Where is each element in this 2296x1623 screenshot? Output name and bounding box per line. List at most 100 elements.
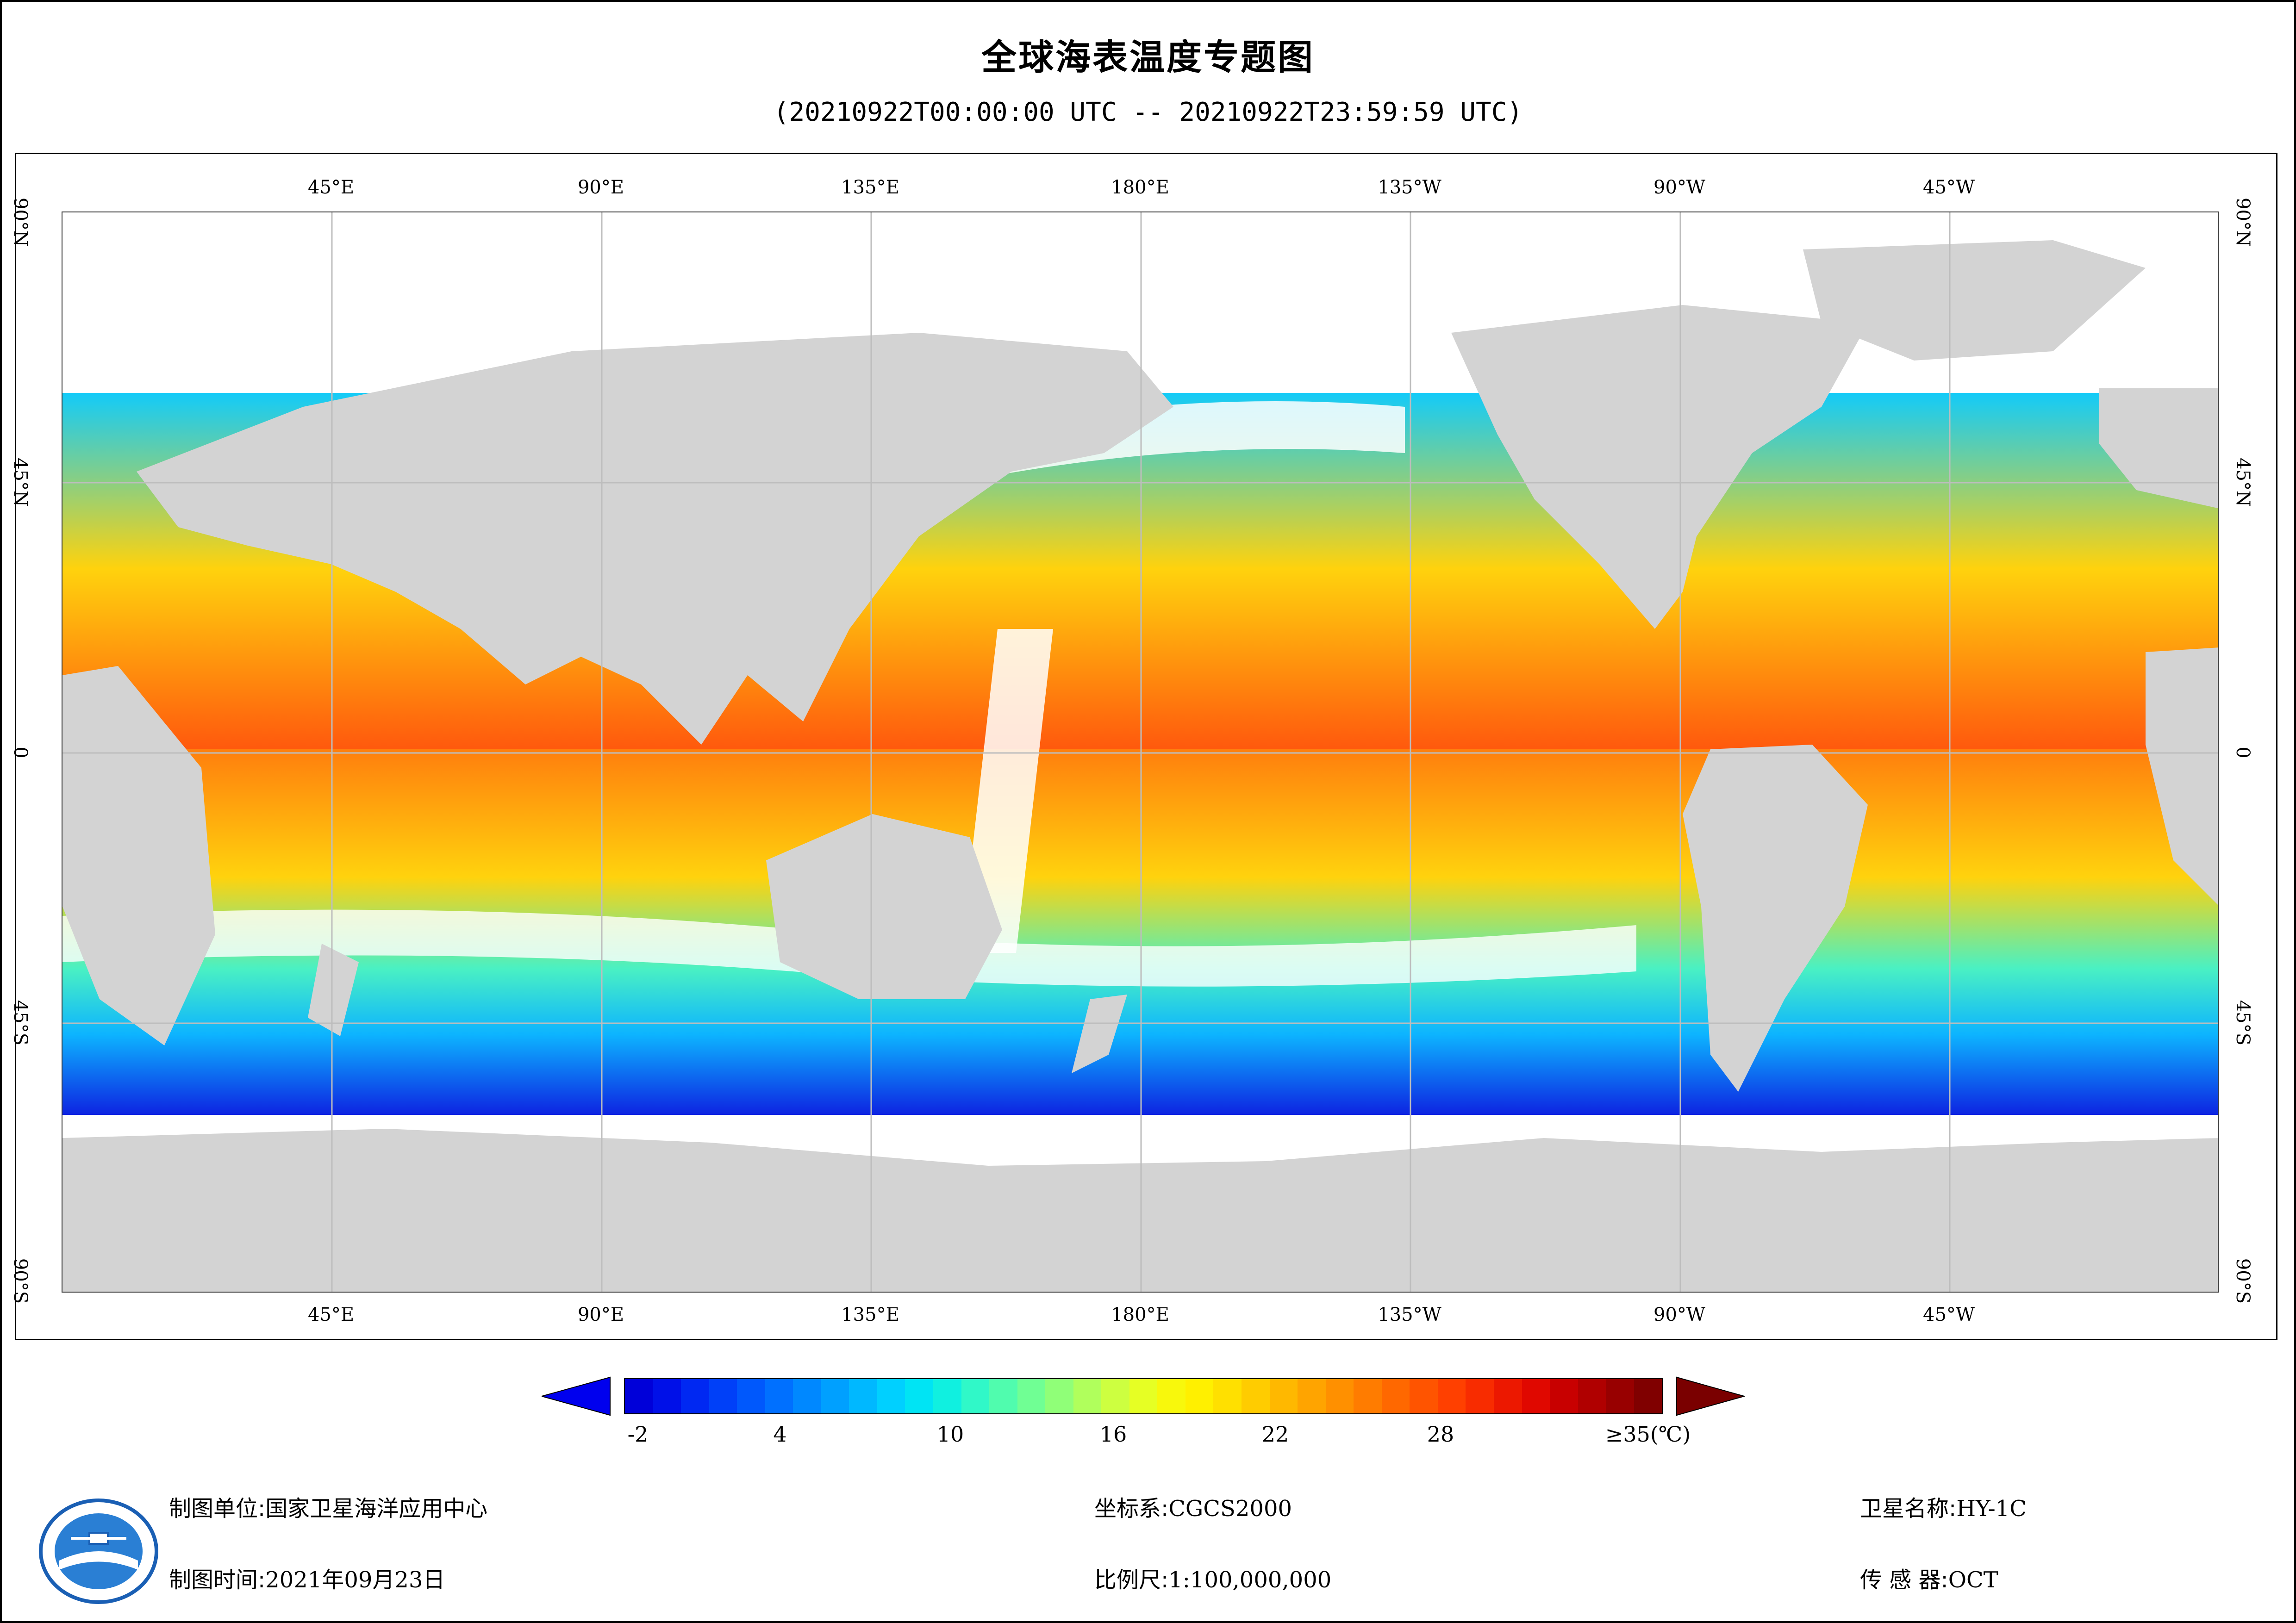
lon-label-bottom: 180°E xyxy=(1111,1304,1169,1325)
crs-field: 坐标系:CGCS2000 xyxy=(1094,1490,1292,1523)
legend-label: -2 xyxy=(627,1422,649,1447)
legend-color-step xyxy=(1185,1379,1214,1413)
lon-label-bottom: 45°E xyxy=(307,1304,355,1325)
lon-label-top: 135°E xyxy=(841,177,899,198)
legend-color-step xyxy=(1045,1379,1073,1413)
legend-color-step xyxy=(1550,1379,1578,1413)
legend-color-step xyxy=(709,1379,737,1413)
land-africa-west xyxy=(2146,647,2218,905)
land-north-america xyxy=(1451,305,1868,629)
scale-field: 比例尺:1:100,000,000 xyxy=(1094,1561,1331,1594)
legend-color-step xyxy=(933,1379,961,1413)
land-australia xyxy=(766,814,1002,999)
sensor-field: 传 感 器:OCT xyxy=(1860,1561,1998,1594)
land-africa-east xyxy=(62,666,215,1045)
legend-arrow-left xyxy=(542,1376,611,1416)
sensor-label: 传 感 器: xyxy=(1860,1567,1948,1593)
scale-value: 1:100,000,000 xyxy=(1168,1567,1332,1593)
legend-color-step xyxy=(1466,1379,1494,1413)
map-frame xyxy=(15,153,2277,1340)
land-new-zealand xyxy=(1072,995,1127,1073)
lat-label-right: 45°N xyxy=(2232,458,2253,507)
legend-color-step xyxy=(765,1379,793,1413)
satellite-field: 卫星名称:HY-1C xyxy=(1860,1490,2027,1523)
legend-color-step xyxy=(1578,1379,1606,1413)
legend-color-step xyxy=(1242,1379,1270,1413)
satellite-label: 卫星名称: xyxy=(1860,1496,1957,1522)
lat-label-right: 45°S xyxy=(2232,1000,2253,1046)
land-eurasia xyxy=(137,333,1173,745)
legend-color-step xyxy=(1157,1379,1185,1413)
legend-color-step xyxy=(1129,1379,1158,1413)
legend-colorbar xyxy=(624,1378,1663,1414)
land-europe-west xyxy=(2099,388,2218,509)
legend-color-step xyxy=(1493,1379,1522,1413)
lat-label-left: 90°S xyxy=(10,1258,31,1304)
legend-color-step xyxy=(877,1379,905,1413)
legend-color-step xyxy=(1269,1379,1298,1413)
legend-color-step xyxy=(961,1379,990,1413)
land-south-america xyxy=(1683,745,1868,1092)
lat-label-right: 90°N xyxy=(2232,198,2253,247)
legend-color-step xyxy=(989,1379,1017,1413)
legend-color-step xyxy=(1606,1379,1634,1413)
time-label: 制图时间: xyxy=(169,1567,266,1593)
legend-color-step xyxy=(1381,1379,1410,1413)
lat-label-left: 0 xyxy=(10,746,31,759)
legend-color-step xyxy=(821,1379,849,1413)
lat-label-left: 90°N xyxy=(10,198,31,247)
lon-label-bottom: 90°W xyxy=(1653,1304,1706,1325)
org-value: 国家卫星海洋应用中心 xyxy=(265,1496,488,1522)
land-greenland xyxy=(1803,240,2146,361)
legend-color-step xyxy=(1101,1379,1129,1413)
swath-gap xyxy=(961,629,1053,953)
legend-color-step xyxy=(1017,1379,1046,1413)
crs-label: 坐标系: xyxy=(1094,1496,1169,1522)
legend-label: ≥35(℃) xyxy=(1605,1422,1691,1447)
legend-label: 4 xyxy=(773,1422,787,1447)
org-label: 制图单位: xyxy=(169,1496,266,1522)
sst-map[interactable] xyxy=(62,211,2219,1293)
crs-value: CGCS2000 xyxy=(1168,1496,1292,1522)
org-field: 制图单位:国家卫星海洋应用中心 xyxy=(169,1490,487,1523)
legend-label: 16 xyxy=(1099,1422,1127,1447)
lon-label-bottom: 45°W xyxy=(1922,1304,1975,1325)
legend-color-step xyxy=(1213,1379,1242,1413)
legend-color-step xyxy=(681,1379,709,1413)
color-legend: -2 4 10 16 22 28 ≥35(℃) xyxy=(0,1370,2296,1462)
legend-color-step xyxy=(793,1379,821,1413)
lon-label-bottom: 135°W xyxy=(1378,1304,1441,1325)
land-madagascar xyxy=(308,944,359,1036)
legend-color-step xyxy=(653,1379,681,1413)
legend-color-step xyxy=(1298,1379,1326,1413)
legend-color-step xyxy=(1522,1379,1550,1413)
legend-color-step xyxy=(625,1379,653,1413)
time-value: 2021年09月23日 xyxy=(265,1567,445,1593)
lon-label-top: 135°W xyxy=(1378,177,1441,198)
legend-label: 10 xyxy=(936,1422,964,1447)
legend-color-step xyxy=(1325,1379,1354,1413)
lon-label-top: 90°W xyxy=(1653,177,1706,198)
nsoas-logo-icon xyxy=(39,1499,158,1604)
lon-label-top: 180°E xyxy=(1111,177,1169,198)
lon-label-top: 45°E xyxy=(307,177,355,198)
legend-color-step xyxy=(905,1379,934,1413)
sst-map-canvas xyxy=(62,212,2218,1292)
legend-color-step xyxy=(1634,1379,1662,1413)
time-range: (20210922T00:00:00 UTC -- 20210922T23:59… xyxy=(773,97,1523,127)
graticule xyxy=(62,212,2218,1292)
legend-color-step xyxy=(737,1379,765,1413)
lat-label-left: 45°N xyxy=(10,458,31,507)
legend-arrow-right xyxy=(1676,1376,1745,1416)
cloud-gap-north-pacific xyxy=(757,401,1405,536)
lon-label-bottom: 90°E xyxy=(577,1304,624,1325)
legend-label: 22 xyxy=(1261,1422,1289,1447)
lat-label-left: 45°S xyxy=(10,1000,31,1046)
legend-color-step xyxy=(1073,1379,1102,1413)
scale-label: 比例尺: xyxy=(1094,1567,1169,1593)
legend-color-step xyxy=(1437,1379,1466,1413)
lon-label-bottom: 135°E xyxy=(841,1304,899,1325)
satellite-value: HY-1C xyxy=(1956,1496,2027,1522)
lon-label-top: 90°E xyxy=(577,177,624,198)
